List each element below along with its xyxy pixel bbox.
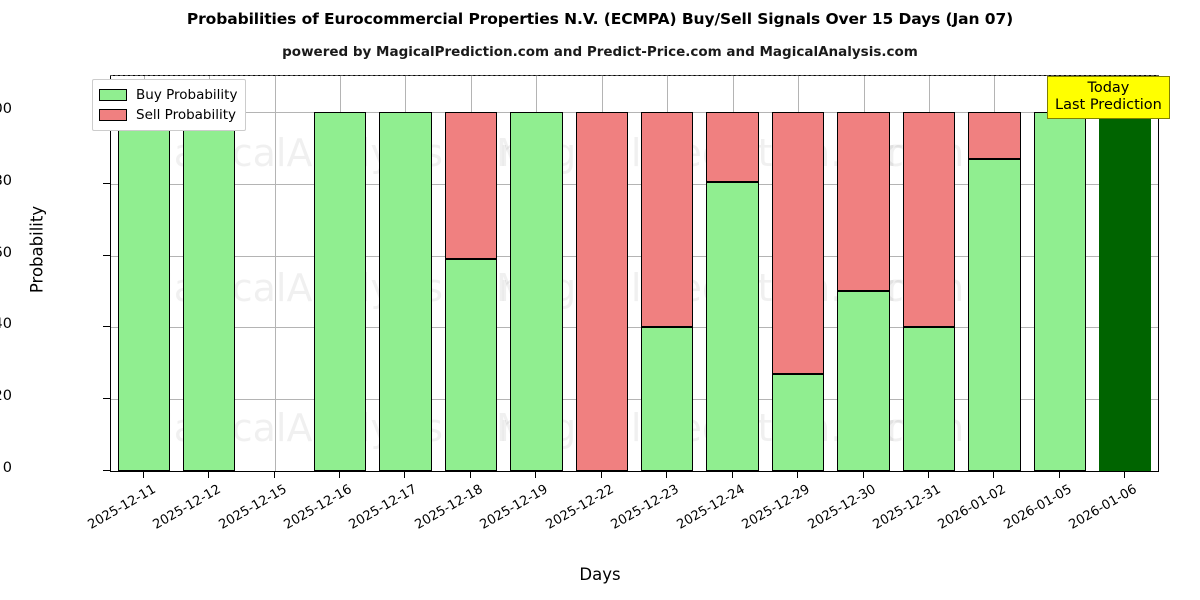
bar-group[interactable] xyxy=(902,76,956,471)
x-tick-mark xyxy=(1124,472,1125,478)
bar-segment-buy[interactable] xyxy=(1033,111,1086,471)
gridline-vertical xyxy=(275,76,276,471)
bar-group[interactable] xyxy=(379,76,432,471)
bar-group[interactable] xyxy=(837,76,890,471)
x-tick-mark xyxy=(928,472,929,478)
gridline-horizontal xyxy=(111,184,1158,185)
y-tick-mark xyxy=(103,183,110,184)
y-tick-label: 20 xyxy=(0,388,12,405)
x-tick-mark xyxy=(143,472,144,478)
x-tick-mark xyxy=(732,472,733,478)
y-tick-label: 60 xyxy=(0,244,12,261)
bar-group[interactable] xyxy=(313,76,367,471)
bar-segment-sell[interactable] xyxy=(968,111,1021,159)
y-tick-label: 80 xyxy=(0,172,12,189)
plot-area: MagicalAnalysis.comMagicalPrediction.com… xyxy=(110,75,1159,472)
x-tick-mark xyxy=(470,472,471,478)
today-annotation: Today Last Prediction xyxy=(1047,76,1170,120)
bar-segment-buy[interactable] xyxy=(968,158,1021,471)
bar-group[interactable] xyxy=(641,76,694,471)
bar-group[interactable] xyxy=(968,76,1021,471)
x-tick-mark xyxy=(863,472,864,478)
gridline-horizontal xyxy=(111,256,1158,257)
bar-segment-sell[interactable] xyxy=(837,111,890,292)
x-tick-mark xyxy=(339,472,340,478)
bar-segment-sell[interactable] xyxy=(641,111,694,328)
legend-swatch-buy-icon xyxy=(99,89,127,101)
gridline-horizontal xyxy=(111,327,1158,328)
x-tick-mark xyxy=(208,472,209,478)
gridline-horizontal xyxy=(111,399,1158,400)
bar-segment-sell[interactable] xyxy=(902,111,956,328)
bar-group[interactable] xyxy=(771,76,825,471)
y-tick-mark xyxy=(103,470,110,471)
y-axis-label: Probability xyxy=(27,205,47,294)
x-tick-mark xyxy=(404,472,405,478)
x-tick-mark xyxy=(535,472,536,478)
y-tick-mark xyxy=(103,398,110,399)
x-tick-mark xyxy=(797,472,798,478)
x-tick-mark xyxy=(666,472,667,478)
legend-swatch-sell-icon xyxy=(99,109,127,121)
bar-group[interactable] xyxy=(510,76,563,471)
bar-segment-buy[interactable] xyxy=(117,111,170,471)
bar-group[interactable] xyxy=(706,76,759,471)
chart-subtitle: powered by MagicalPrediction.com and Pre… xyxy=(282,44,918,60)
bar-segment-buy[interactable] xyxy=(510,111,563,471)
x-tick-mark xyxy=(601,472,602,478)
bar-segment-buy[interactable] xyxy=(313,111,367,471)
x-tick-mark xyxy=(993,472,994,478)
chart-legend: Buy Probability Sell Probability xyxy=(92,79,247,131)
bar-segment-buy[interactable] xyxy=(641,327,694,471)
gridline-horizontal xyxy=(111,112,1158,113)
today-annotation-line2: Last Prediction xyxy=(1055,97,1162,114)
legend-item-sell: Sell Probability xyxy=(99,105,237,125)
today-annotation-line1: Today xyxy=(1087,80,1130,96)
bar-segment-buy[interactable] xyxy=(902,327,956,471)
y-tick-mark xyxy=(103,255,110,256)
bar-segment-sell[interactable] xyxy=(575,111,628,471)
bar-segment-buy[interactable] xyxy=(444,259,498,471)
bar-group[interactable] xyxy=(1099,76,1152,471)
x-axis-label: Days xyxy=(579,565,621,584)
bar-segment-buy[interactable] xyxy=(706,181,759,471)
y-tick-mark xyxy=(103,326,110,327)
bar-segment-sell[interactable] xyxy=(771,111,825,375)
x-tick-mark xyxy=(274,472,275,478)
bar-segment-buy[interactable] xyxy=(182,111,236,471)
threshold-dashed-line xyxy=(110,75,1159,76)
y-tick-label: 100 xyxy=(0,100,12,117)
bar-segment-buy[interactable] xyxy=(837,291,890,471)
legend-label-sell: Sell Probability xyxy=(136,107,237,123)
bar-segment-today[interactable] xyxy=(1099,111,1152,471)
bar-segment-sell[interactable] xyxy=(706,111,759,182)
bar-group[interactable] xyxy=(182,76,236,471)
bar-group[interactable] xyxy=(444,76,498,471)
bar-group[interactable] xyxy=(575,76,628,471)
bar-segment-sell[interactable] xyxy=(444,111,498,260)
bar-segment-buy[interactable] xyxy=(379,111,432,471)
legend-item-buy: Buy Probability xyxy=(99,85,237,105)
y-tick-label: 0 xyxy=(2,460,12,476)
bar-group[interactable] xyxy=(1033,76,1086,471)
bar-segment-buy[interactable] xyxy=(771,374,825,471)
y-tick-label: 40 xyxy=(0,316,12,333)
x-tick-mark xyxy=(1059,472,1060,478)
bar-group[interactable] xyxy=(117,76,170,471)
legend-label-buy: Buy Probability xyxy=(136,87,238,103)
chart-title: Probabilities of Eurocommercial Properti… xyxy=(186,10,1014,28)
